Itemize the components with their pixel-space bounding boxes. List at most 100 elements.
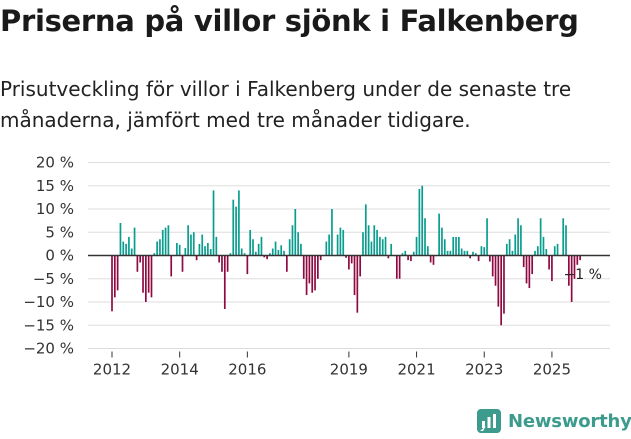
bar (500, 255, 503, 326)
x-tick-label: 2023 (465, 361, 503, 379)
bar (167, 225, 170, 256)
bar (534, 250, 536, 256)
bar (477, 255, 480, 262)
y-tick-label: 10 % (36, 200, 74, 218)
bar (542, 236, 545, 256)
bar (536, 246, 539, 256)
bar (353, 255, 356, 296)
bar (387, 255, 390, 259)
bar (232, 199, 235, 256)
bar (204, 246, 206, 256)
bar (531, 255, 534, 275)
bar (350, 255, 353, 264)
bar (136, 255, 139, 272)
x-tick-label: 2014 (161, 361, 199, 379)
bar (429, 255, 432, 263)
brand-name: Newsworthy (508, 410, 631, 432)
y-tick-label: −20 % (23, 340, 74, 358)
bar (567, 255, 570, 286)
brand-logo: Newsworthy (477, 409, 631, 433)
bar (407, 255, 409, 261)
bar (317, 255, 319, 279)
bar (325, 241, 328, 256)
bar (331, 209, 333, 256)
bar (364, 204, 367, 256)
bar (176, 242, 178, 256)
bar (159, 239, 161, 256)
bar (432, 255, 435, 265)
bar-chart: 20 % 15 % 10 % 5 % 0 % −5 % −10 % −15 % −20 % 201… (23, 154, 610, 379)
bar (342, 229, 345, 256)
bar (466, 250, 469, 256)
bar (511, 250, 514, 256)
bar (421, 185, 424, 256)
bar (483, 247, 486, 256)
bar (390, 243, 393, 256)
bar (314, 255, 316, 291)
bar (128, 236, 130, 256)
bar (254, 251, 257, 256)
bar (497, 255, 500, 307)
bar (311, 255, 314, 293)
bar (221, 255, 223, 272)
bar (410, 255, 412, 262)
bar (130, 248, 133, 256)
bar (302, 255, 305, 279)
bar (263, 255, 266, 258)
bar (240, 248, 243, 256)
bar (362, 232, 364, 256)
bar (438, 213, 440, 256)
bar (190, 234, 192, 256)
newsworthy-logo-icon (477, 409, 501, 433)
bar (573, 255, 576, 279)
bar (156, 241, 158, 256)
bar (116, 255, 119, 291)
bar (579, 255, 581, 261)
bar (238, 190, 240, 256)
bar (147, 255, 150, 293)
bar (153, 253, 156, 256)
y-tick-label: −15 % (23, 316, 74, 334)
bar (562, 218, 565, 256)
bar (525, 255, 528, 284)
y-tick-label: −10 % (23, 293, 74, 311)
bar (119, 222, 122, 256)
bar (503, 255, 505, 314)
bar (404, 250, 407, 256)
bar (178, 244, 181, 256)
bar (508, 239, 511, 256)
bar (395, 255, 398, 279)
y-tick-label: 20 % (36, 154, 74, 172)
bar (288, 239, 291, 256)
bar (243, 253, 246, 256)
bar (274, 241, 277, 256)
bar (223, 255, 226, 309)
bar (401, 253, 404, 256)
bar (170, 255, 173, 277)
bar (209, 248, 212, 256)
bar (415, 236, 418, 256)
bar (553, 246, 556, 256)
bar (480, 246, 483, 256)
bar (246, 255, 249, 275)
chart-title: Priserna på villor sjönk i Falkenberg (0, 4, 579, 38)
bar (376, 229, 378, 256)
bar (336, 234, 339, 256)
bar (271, 248, 274, 256)
chart-subtitle: Prisutveckling för villor i Falkenberg u… (0, 77, 572, 132)
bar (187, 225, 189, 256)
latest-value-label: −1 % (564, 267, 602, 283)
bar (144, 255, 147, 302)
bar (328, 234, 330, 256)
bar (184, 248, 187, 256)
bar (218, 255, 221, 263)
bar (291, 225, 294, 256)
bar (161, 229, 164, 256)
bar (252, 239, 254, 256)
bar (226, 255, 229, 272)
bar (545, 248, 548, 256)
bar (520, 225, 522, 256)
bar (514, 234, 517, 256)
bar (345, 255, 347, 258)
bar (370, 241, 373, 256)
